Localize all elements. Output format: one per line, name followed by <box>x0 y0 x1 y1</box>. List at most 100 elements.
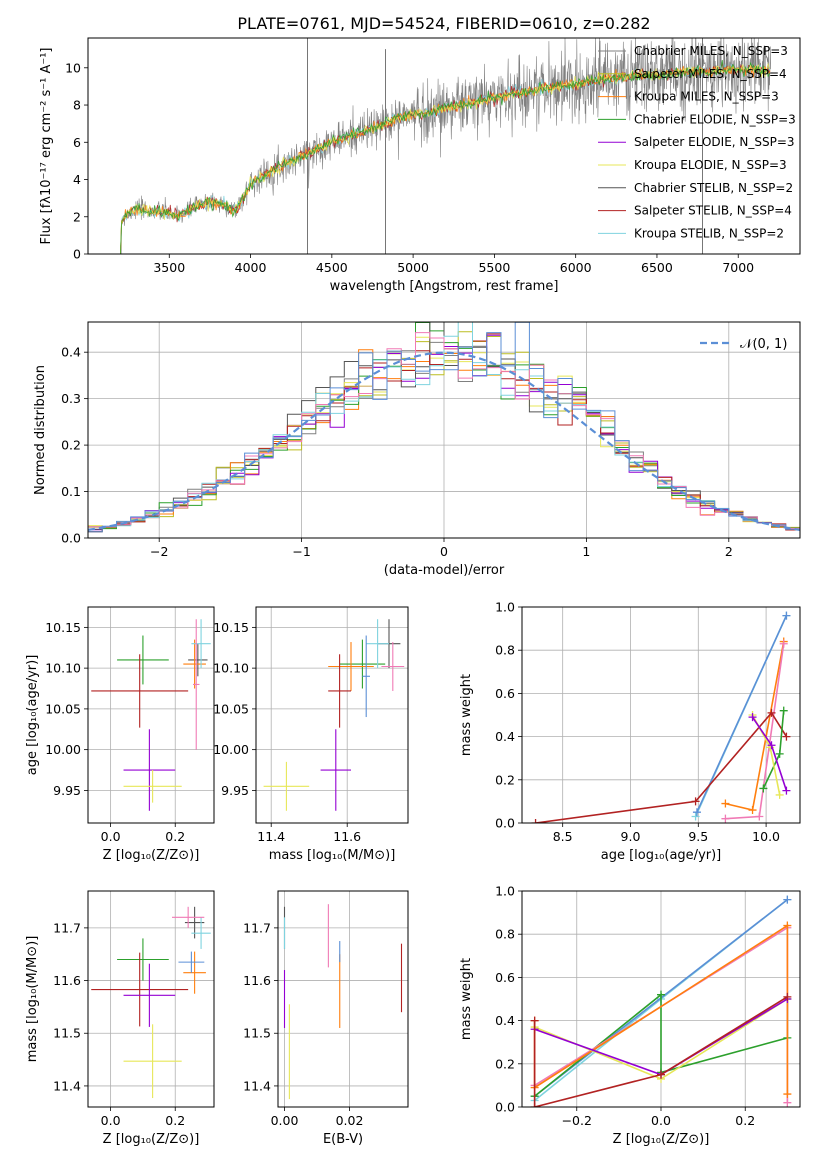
x-tick-label: 0.0 <box>101 1113 121 1128</box>
y-tick-label: 10.10 <box>213 661 249 676</box>
histogram-step-line <box>88 332 800 529</box>
y-tick-label: 0.8 <box>495 927 515 942</box>
x-tick-label: −2 <box>150 544 168 559</box>
y-tick-label: 0.3 <box>61 391 81 406</box>
weight-point-marker <box>721 799 730 808</box>
weight-point-marker <box>657 1070 665 1079</box>
weight-point-marker <box>755 812 764 821</box>
y-tick-label: 9.95 <box>53 783 81 798</box>
y-tick-label: 6 <box>73 135 81 150</box>
weight-point-marker <box>783 921 792 930</box>
x-axis-label: mass [log₁₀(M/M⊙)] <box>269 848 396 863</box>
weight-point-marker <box>783 895 792 904</box>
mass-vs-EBV-panel: 0.00 0.02 11.4 11.5 11.6 11.7 E(B-V) <box>243 890 409 1147</box>
weight-point-marker <box>782 786 791 795</box>
observed-spectrum-line <box>120 38 771 254</box>
errorbar-marks <box>91 619 211 811</box>
x-axis-label: E(B-V) <box>323 1132 363 1147</box>
weight-point-marker <box>782 732 791 741</box>
legend-label: Salpeter ELODIE, N_SSP=3 <box>634 135 795 149</box>
y-tick-label: 0.0 <box>495 816 515 831</box>
y-tick-label: 11.7 <box>243 920 271 935</box>
y-axis-label: Normed distribution <box>33 365 48 495</box>
weight-point-marker <box>530 1103 539 1107</box>
weight-point-marker <box>657 990 665 999</box>
x-tick-label: −0.2 <box>562 1113 592 1128</box>
legend-label: 𝒩(0, 1) <box>740 337 787 352</box>
x-tick-label: 8.5 <box>553 829 573 844</box>
y-tick-label: 0.6 <box>495 970 515 985</box>
weight-point-marker <box>783 992 792 1001</box>
weight-point-marker <box>748 806 757 815</box>
axes-frame <box>87 321 801 539</box>
x-axis-label: age [log₁₀(age/yr)] <box>601 848 722 863</box>
weight-series-line <box>535 711 788 823</box>
y-tick-label: 11.6 <box>243 973 271 988</box>
weight-point-marker <box>783 1090 792 1099</box>
axes-frame <box>521 890 801 1108</box>
y-tick-label: 0 <box>73 247 81 262</box>
weight-vs-age-panel: 8.5 9.0 9.5 10.0 0.0 0.2 0.4 0.6 0.8 1.0 age [log₁… <box>459 600 801 863</box>
y-tick-label: 0.2 <box>61 438 81 453</box>
legend-label: Chabrier STELIB, N_SSP=2 <box>634 181 793 195</box>
x-tick-label: 10.0 <box>752 829 780 844</box>
model-spectrum-line <box>120 60 771 254</box>
legend-label: Salpeter STELIB, N_SSP=4 <box>634 204 792 218</box>
weight-point-marker <box>748 713 757 722</box>
y-tick-label: 8 <box>73 98 81 113</box>
x-tick-label: 0.0 <box>651 1113 671 1128</box>
y-tick-label: 0.6 <box>495 686 515 701</box>
x-tick-label: 2 <box>725 544 733 559</box>
weight-series-line <box>533 996 788 1107</box>
weight-series-line <box>696 615 788 813</box>
y-tick-label: 0.1 <box>61 484 81 499</box>
y-tick-label: 0.2 <box>495 1056 515 1071</box>
weight-point-marker <box>783 1098 792 1107</box>
weight-point-marker <box>691 812 700 821</box>
weight-point-marker <box>531 819 540 823</box>
x-axis-label: Z [log₁₀(Z/Z⊙)] <box>103 848 200 863</box>
y-tick-label: 0.0 <box>61 531 81 546</box>
y-tick-label: 0.4 <box>61 345 81 360</box>
y-tick-label: 10.15 <box>213 620 249 635</box>
y-axis-label: mass weight <box>459 958 474 1040</box>
errorbar-marks <box>263 619 405 811</box>
axes-frame <box>255 606 409 824</box>
y-tick-label: 4 <box>73 172 81 187</box>
histogram-step-line <box>88 322 800 533</box>
x-tick-label: 6000 <box>560 260 592 275</box>
age-vs-mass-panel: 11.4 11.6 9.95 10.00 10.05 10.10 10.15 mass [lo… <box>213 606 409 863</box>
x-tick-label: 7000 <box>722 260 754 275</box>
y-tick-label: 11.5 <box>243 1026 271 1041</box>
legend-label: Kroupa ELODIE, N_SSP=3 <box>634 158 787 172</box>
weight-lines <box>531 611 791 823</box>
weight-point-marker <box>775 749 784 758</box>
y-tick-label: 10.15 <box>45 620 81 635</box>
mass-vs-Z-panel: 0.0 0.2 11.4 11.5 11.6 11.7 Z [log₁₀(Z/Z⊙)] mas… <box>25 890 215 1147</box>
x-tick-label: 5500 <box>478 260 510 275</box>
y-tick-label: 11.4 <box>53 1078 81 1093</box>
x-tick-label: 0 <box>440 544 448 559</box>
x-axis-label: (data-model)/error <box>384 563 505 578</box>
axes-frame <box>277 890 409 1108</box>
weight-vs-Z-panel: −0.2 0.0 0.2 0.0 0.2 0.4 0.6 0.8 1.0 Z [log₁₀(Z/Z… <box>459 884 801 1147</box>
x-tick-label: 1 <box>582 544 590 559</box>
y-tick-label: 11.6 <box>53 973 81 988</box>
x-tick-label: 0.2 <box>165 1113 185 1128</box>
x-tick-label: 0.0 <box>101 829 121 844</box>
y-tick-label: 10.00 <box>45 742 81 757</box>
y-tick-label: 11.7 <box>53 920 81 935</box>
spectrum-panel: 3500 4000 4500 5000 5500 6000 6500 7000 0 2 4 6 8 10 w… <box>39 37 801 294</box>
y-axis-label: Flux [fλ10⁻¹⁷ erg cm⁻² s⁻¹ A⁻¹] <box>39 48 54 245</box>
x-tick-label: 4500 <box>316 260 348 275</box>
y-tick-label: 10.10 <box>45 661 81 676</box>
legend-label: Chabrier ELODIE, N_SSP=3 <box>634 112 796 126</box>
x-axis-label: wavelength [Angstrom, rest frame] <box>330 279 559 294</box>
x-tick-label: 11.6 <box>333 829 361 844</box>
y-tick-label: 9.95 <box>221 783 249 798</box>
x-tick-label: 5000 <box>397 260 429 275</box>
y-tick-label: 0.4 <box>495 1013 515 1028</box>
weight-point-marker <box>767 741 776 750</box>
